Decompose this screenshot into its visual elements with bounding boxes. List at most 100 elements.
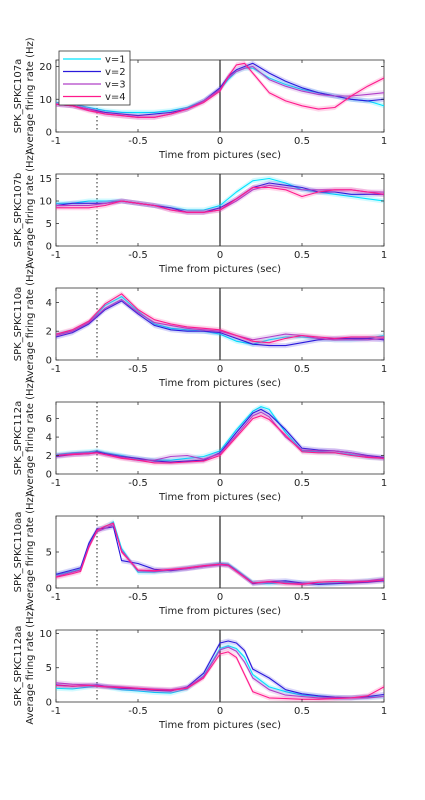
x-tick-label: 0.5	[294, 592, 310, 603]
y-tick-label: 20	[39, 62, 52, 73]
x-tick-label: -0.5	[128, 250, 148, 261]
series-line-3	[55, 298, 385, 341]
x-tick-label: 1	[381, 364, 387, 375]
x-axis-label: Time from pictures (sec)	[158, 492, 281, 503]
x-tick-label: -1	[51, 364, 61, 375]
y-tick-label: 0	[46, 470, 52, 481]
x-tick-label: 0	[217, 706, 223, 717]
y-tick-label: 4	[46, 298, 52, 309]
panel-4: -1 -0.5 0 0.5 1 0 2 4 6 Time from pictures (sec) S…	[13, 379, 387, 503]
x-tick-label: 0	[217, 364, 223, 375]
y-axis-label: SPK_SPKC110aAverage firing rate (Hz)	[13, 265, 36, 382]
error-band-series-4	[56, 185, 384, 215]
y-axis-label-line: SPK_SPKC110aa	[13, 512, 24, 593]
series-line-2	[55, 408, 385, 463]
x-tick-label: 0.5	[294, 250, 310, 261]
y-tick-label: 10	[39, 197, 52, 208]
x-tick-label: 0	[217, 250, 223, 261]
panel-5: -1 -0.5 0 0.5 1 0 5 Time from pictures (sec) SPK…	[13, 493, 387, 617]
y-tick-label: 0	[46, 356, 52, 367]
y-axis-label-line: SPK_SPKC110a	[13, 287, 24, 362]
series-line-4	[55, 415, 385, 464]
x-tick-label: 0.5	[294, 364, 310, 375]
series-line-4	[55, 293, 384, 344]
y-tick-label: 5	[46, 663, 52, 674]
y-tick-label: 2	[46, 327, 52, 338]
legend-label: v=1	[105, 55, 126, 66]
x-tick-label: -0.5	[128, 478, 148, 489]
y-tick-label: 2	[46, 451, 52, 462]
legend-label: v=3	[105, 80, 126, 91]
y-tick-label: 0	[46, 698, 52, 709]
x-axis-label: Time from pictures (sec)	[158, 150, 281, 161]
y-axis-label-line: SPK_SPKC112aa	[13, 626, 24, 707]
error-band-series-3	[56, 64, 384, 120]
x-tick-label: -0.5	[128, 364, 148, 375]
y-tick-label: 10	[39, 629, 52, 640]
error-band-series-2	[56, 524, 384, 587]
x-axis-label: Time from pictures (sec)	[158, 606, 281, 617]
x-tick-label: -0.5	[128, 136, 148, 147]
series-line-1	[55, 406, 385, 461]
y-axis-label-line: Average firing rate (Hz)	[25, 151, 36, 268]
series-line-4	[55, 522, 385, 585]
y-axis-label: SPK_SPKC112aAverage firing rate (Hz)	[13, 379, 36, 496]
series-line-3	[55, 646, 385, 699]
error-band-series-3	[56, 297, 384, 343]
panel-3: -1 -0.5 0 0.5 1 0 2 4 Time from pictures (sec) SP…	[13, 265, 387, 389]
y-tick-label: 6	[46, 414, 52, 425]
y-tick-label: 0	[46, 128, 52, 139]
y-axis-label: SPK_SPKC110aaAverage firing rate (Hz)	[13, 493, 36, 610]
x-tick-label: -1	[51, 706, 61, 717]
y-tick-label: 15	[39, 174, 52, 185]
x-tick-label: 1	[381, 250, 387, 261]
x-tick-label: -1	[51, 250, 61, 261]
series-line-4	[55, 651, 385, 700]
x-axis-label: Time from pictures (sec)	[158, 378, 281, 389]
series-line-1	[56, 177, 385, 211]
x-tick-label: -1	[51, 478, 61, 489]
y-axis-label-line: Average firing rate (Hz)	[25, 493, 36, 610]
x-axis-label: Time from pictures (sec)	[158, 720, 281, 731]
y-axis-label-line: Average firing rate (Hz)	[25, 37, 36, 154]
x-tick-label: 0.5	[294, 478, 310, 489]
y-tick-label: 4	[46, 433, 52, 444]
y-tick-label: 5	[46, 219, 52, 230]
x-tick-label: 1	[381, 592, 387, 603]
x-tick-label: -1	[51, 592, 61, 603]
error-band-series-3	[56, 644, 384, 701]
x-tick-label: -0.5	[128, 706, 148, 717]
y-tick-label: 5	[46, 548, 52, 559]
y-axis-label-line: Average firing rate (Hz)	[25, 607, 36, 724]
x-tick-label: 0	[217, 136, 223, 147]
y-axis-label-line: Average firing rate (Hz)	[25, 265, 36, 382]
x-tick-label: 1	[381, 136, 387, 147]
y-axis-label-line: Average firing rate (Hz)	[25, 379, 36, 496]
x-tick-label: 0.5	[294, 706, 310, 717]
x-tick-label: 1	[381, 478, 387, 489]
y-axis-label-line: SPK_SPKC112a	[13, 401, 24, 476]
x-tick-label: 0	[217, 478, 223, 489]
error-band-series-2	[56, 180, 384, 215]
y-axis-label: SPK_SPKC112aaAverage firing rate (Hz)	[13, 607, 36, 724]
x-axis-label: Time from pictures (sec)	[158, 264, 281, 275]
y-axis-label: SPK_SPKC107bAverage firing rate (Hz)	[13, 151, 36, 268]
x-tick-label: 0.5	[294, 136, 310, 147]
error-band-series-3	[56, 182, 384, 215]
x-tick-label: -1	[51, 136, 61, 147]
legend-label: v=4	[105, 92, 126, 103]
y-axis-label-line: SPK_SPKC107b	[13, 173, 24, 248]
y-axis-label-line: SPK_SPKC107a	[13, 59, 24, 134]
series-line-4	[56, 186, 385, 213]
legend-label: v=2	[105, 67, 126, 78]
series-line-4	[55, 62, 385, 118]
legend: v=1v=2 v=3v=4	[58, 50, 131, 106]
y-tick-label: 10	[39, 95, 52, 106]
error-band-series-4	[56, 413, 384, 466]
y-axis-label: SPK_SPKC107aAverage firing rate (Hz)	[13, 37, 36, 154]
y-tick-label: 0	[46, 584, 52, 595]
